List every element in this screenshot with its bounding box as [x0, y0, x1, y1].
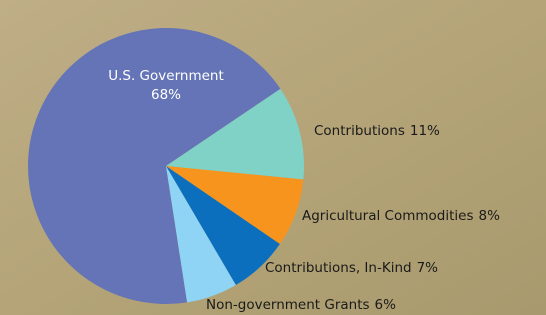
slice-value-label: 68% — [151, 87, 181, 103]
slice-value-label: 11% — [410, 123, 440, 139]
slice-label: Contributions — [314, 123, 405, 139]
slice-label-group: Agricultural Commodities 8% — [302, 208, 500, 224]
slice-label: U.S. Government — [108, 68, 224, 84]
slice-label: Contributions, In-Kind — [265, 260, 412, 276]
chart: U.S. Government 68% Contributions 11% Agricu… — [0, 0, 546, 315]
slice-label: Agricultural Commodities — [302, 208, 474, 224]
slice-label-group: Contributions 11% — [314, 123, 440, 139]
slice-label: Non-government Grants — [206, 297, 370, 313]
slice-label-group: Non-government Grants 6% — [206, 297, 396, 313]
slice-value-label: 8% — [479, 208, 501, 224]
page: {"chart_data": {"type": "pie", "categori… — [0, 0, 546, 315]
slice-value-label: 7% — [417, 260, 439, 276]
slice-value-label: 6% — [375, 297, 397, 313]
